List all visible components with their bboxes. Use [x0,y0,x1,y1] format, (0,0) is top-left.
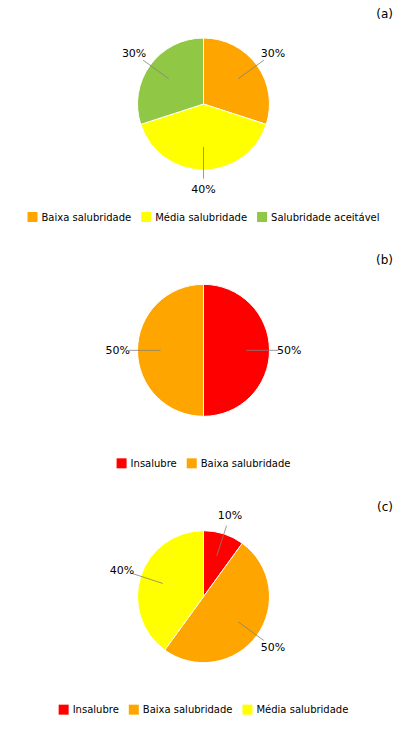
legend-item: Baixa salubridade [129,704,233,715]
pie: 30% 40% 30% [122,38,285,196]
pie: 50% 50% [105,284,301,416]
legend-item: Baixa salubridade [187,458,291,469]
legend-label: Média salubridade [155,212,247,223]
data-label: 10% [218,509,242,522]
legend-item: Salubridade aceitável [257,212,379,223]
legend-label: Insalubre [73,704,119,715]
legend-label: Baixa salubridade [201,458,291,469]
legend-item: Baixa salubridade [28,212,132,223]
data-label: 30% [261,47,285,60]
legend-label: Média salubridade [256,704,348,715]
leader-line [133,574,163,584]
legend: Baixa salubridade Média salubridade Salubr… [28,212,380,223]
slice [137,38,203,124]
legend-swatch [141,212,151,222]
legend-label: Baixa salubridade [143,704,233,715]
leader-line [238,60,264,79]
legend-label: Salubridade aceitável [271,212,379,223]
leader-line [129,350,161,351]
panel-label: (b) [376,253,393,267]
data-label: 50% [261,641,285,654]
slice [138,531,204,650]
leader-line [203,147,204,179]
panel: (a) 30% 40% 30% Baixa salubridade Média salub… [28,7,394,223]
legend-swatch [257,212,267,222]
data-label: 30% [122,47,146,60]
legend-item: Média salubridade [141,212,247,223]
legend: Insalubre Baixa salubridade Média salubrid… [59,704,349,715]
legend-item: Insalubre [117,458,177,469]
leader-line [217,526,227,556]
data-label: 50% [105,344,129,357]
legend-label: Insalubre [131,458,177,469]
legend-swatch [242,705,252,715]
legend-swatch [187,458,197,468]
panel: (c) 10% 50% 40% Insalubre Baixa salubridade Mé… [59,500,393,715]
legend-swatch [59,705,69,715]
legend-swatch [28,212,38,222]
legend-swatch [117,458,127,468]
legend: Insalubre Baixa salubridade [117,458,291,469]
legend-item: Média salubridade [242,704,348,715]
data-label: 50% [277,344,301,357]
leader-line [246,350,278,351]
legend-label: Baixa salubridade [42,212,132,223]
panel: (b) 50% 50% Insalubre Baixa salubridade [105,253,393,468]
pie: 10% 50% 40% [110,509,285,663]
legend-item: Insalubre [59,704,119,715]
chart-root: (a) 30% 40% 30% Baixa salubridade Média salub… [0,0,407,739]
panel-label: (c) [377,500,393,514]
leader-line [143,60,169,79]
data-label: 40% [110,564,134,577]
data-label: 40% [191,183,215,196]
legend-swatch [129,705,139,715]
panel-label: (a) [376,7,393,21]
leader-line [238,622,264,641]
